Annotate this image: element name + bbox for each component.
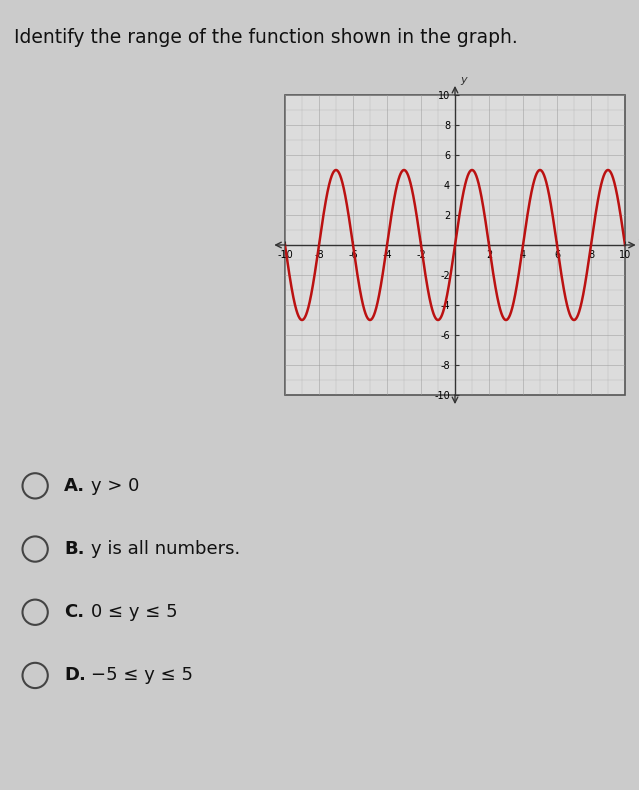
Text: C.: C.: [64, 604, 84, 621]
Text: A.: A.: [64, 477, 85, 495]
Text: B.: B.: [64, 540, 84, 558]
Text: 0 ≤ y ≤ 5: 0 ≤ y ≤ 5: [91, 604, 178, 621]
Bar: [285, 95, 625, 395]
Text: −5 ≤ y ≤ 5: −5 ≤ y ≤ 5: [91, 667, 193, 684]
Text: y > 0: y > 0: [91, 477, 139, 495]
Text: Identify the range of the function shown in the graph.: Identify the range of the function shown…: [14, 28, 518, 47]
Text: y: y: [460, 75, 467, 85]
Text: y is all numbers.: y is all numbers.: [91, 540, 240, 558]
Text: D.: D.: [64, 667, 86, 684]
